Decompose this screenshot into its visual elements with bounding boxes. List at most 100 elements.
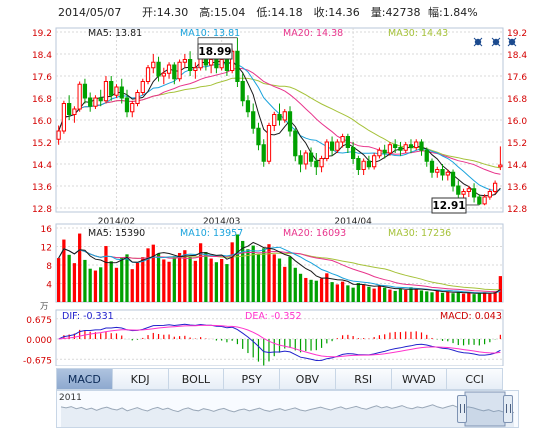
ohlc-header: 2014/05/07 开:14.30 高:15.04 低:14.18 收:14.36 量:… — [58, 5, 478, 19]
tab-wvad[interactable]: WVAD — [391, 369, 448, 389]
candle-body — [145, 67, 151, 82]
volume-bar — [162, 259, 166, 302]
candle-body — [408, 144, 414, 148]
candle-body — [240, 81, 245, 102]
range-handle-right[interactable] — [503, 395, 513, 423]
tab-obv[interactable]: OBV — [280, 369, 336, 389]
tab-cci[interactable]: CCI — [447, 369, 503, 389]
kline-ytick-left: 13.6 — [32, 183, 52, 193]
volume-bar — [283, 266, 287, 302]
zoom-out-icon[interactable] — [491, 37, 501, 47]
volume-bar — [67, 254, 71, 302]
volume-bar — [151, 244, 155, 302]
candle-body — [245, 100, 251, 113]
candle-body — [156, 61, 161, 77]
candle-body — [440, 169, 445, 176]
candle-body — [324, 141, 329, 159]
volume-bar — [409, 287, 413, 302]
volume-bar — [277, 258, 282, 302]
navigator-overview-line — [60, 391, 515, 427]
volume-bar — [330, 282, 334, 302]
macd-axis-labels: 0.675 0.000 -0.675 — [23, 316, 52, 366]
volume-bar — [177, 252, 182, 302]
macd-frame — [55, 309, 504, 366]
candle-body — [477, 196, 482, 205]
control-stroke — [507, 37, 517, 47]
macd-dif-line — [58, 323, 501, 362]
macd-ytick: 0.000 — [26, 336, 52, 346]
volume-bar — [130, 269, 134, 302]
candle-body — [161, 72, 166, 77]
kline-ytick-left: 15.2 — [32, 139, 52, 149]
navigator-selected-range — [464, 391, 506, 427]
volume-bar — [109, 261, 113, 302]
volume-axis-labels: 16 12 8 4 万 — [40, 225, 52, 312]
kline-ytick-left: 12.8 — [32, 205, 52, 215]
range-handle-left[interactable] — [457, 395, 467, 423]
kline-ytick-left: 16.8 — [32, 95, 52, 105]
candle-body — [350, 147, 356, 159]
time-range-navigator[interactable]: 2011 — [56, 390, 519, 428]
candle-body — [487, 191, 492, 198]
reset-zoom-icon[interactable] — [507, 37, 517, 47]
candle-body — [329, 141, 335, 151]
volume-legend-ma20: MA20: 16093 — [283, 228, 346, 239]
volume-bar — [293, 267, 297, 302]
zoom-in-icon[interactable] — [473, 37, 483, 47]
volume-bar — [141, 257, 145, 302]
candle-body — [287, 111, 293, 132]
tab-psy[interactable]: PSY — [224, 369, 280, 389]
candle-body — [414, 141, 419, 148]
header-volume: 量:42738 — [371, 6, 421, 19]
candle-body — [67, 103, 72, 115]
candle-body — [209, 59, 214, 66]
kline-legend-ma20: MA20: 14.38 — [283, 28, 343, 39]
volume-bar — [188, 256, 192, 302]
kline-xtick: 2014/04 — [334, 217, 372, 227]
volume-bar — [172, 256, 176, 302]
candle-body — [345, 136, 350, 148]
candle-body — [419, 141, 424, 151]
kline-ytick-right: 14.4 — [507, 161, 527, 171]
candle-body — [219, 59, 224, 69]
candle-body — [119, 86, 124, 99]
tab-boll[interactable]: BOLL — [168, 369, 225, 389]
candle-body — [471, 188, 477, 198]
candle-body — [403, 144, 408, 151]
candle-body — [193, 67, 198, 71]
volume-bar — [99, 267, 103, 302]
candle-body — [72, 108, 77, 115]
macd-legend-macd: MACD: 0.043 — [440, 311, 502, 322]
volume-bar — [214, 262, 219, 302]
tab-macd[interactable]: MACD — [56, 369, 113, 389]
kline-ytick-right: 15.2 — [507, 139, 527, 149]
tab-kdj[interactable]: KDJ — [112, 369, 169, 389]
volume-bar — [267, 244, 271, 302]
volume-moving-averages — [58, 241, 501, 294]
macd-grid — [55, 309, 504, 366]
tab-rsi[interactable]: RSI — [335, 369, 392, 389]
header-change: 幅:1.84% — [428, 6, 478, 19]
chart-controls — [473, 37, 517, 47]
candle-body — [98, 97, 103, 102]
candle-body — [93, 97, 98, 107]
volume-bar — [220, 258, 224, 302]
navigator-year-label: 2011 — [59, 393, 82, 403]
volume-bar — [493, 291, 497, 302]
kline-ytick-right: 17.6 — [507, 73, 527, 83]
candle-body — [282, 111, 287, 121]
macd-lines — [58, 323, 501, 362]
volume-bar — [125, 254, 129, 302]
volume-bar — [235, 234, 240, 302]
kline-ytick-right: 19.2 — [507, 29, 527, 39]
volume-bar — [146, 248, 150, 302]
volume-ma-legend: MA5: 15390 MA10: 13957 MA20: 16093 MA30: 17… — [88, 228, 451, 239]
macd-ytick: 0.675 — [26, 316, 52, 326]
volume-ytick: 4 — [46, 281, 52, 291]
kline-ytick-right: 13.6 — [507, 183, 527, 193]
volume-bar — [114, 267, 119, 302]
candle-body — [366, 160, 372, 168]
volume-bar — [72, 263, 77, 302]
volume-bar — [135, 262, 140, 302]
